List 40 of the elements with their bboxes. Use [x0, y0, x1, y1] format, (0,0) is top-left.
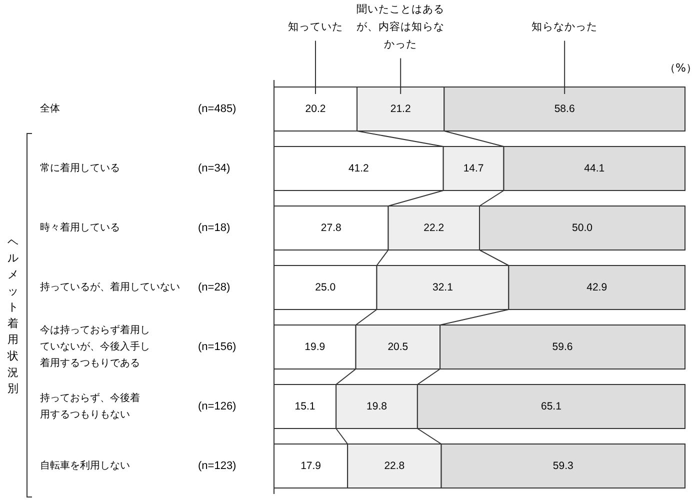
y-tick-label: 自転車を利用しない [40, 460, 130, 472]
y2-tick-label: (n=28) [198, 282, 230, 294]
y2-tick-label: (n=485) [198, 103, 236, 115]
y-tick-label: 時々着用している [40, 222, 120, 234]
data-label: 42.9 [586, 282, 608, 294]
data-label: 59.6 [552, 341, 573, 353]
data-label: 50.0 [572, 222, 593, 234]
data-label: 59.3 [552, 460, 574, 472]
data-label: 25.0 [315, 282, 336, 294]
y-tick-label: 今は持っておらず着用していないが、今後入手し着用するつもりである [40, 324, 150, 369]
data-label: 22.2 [424, 222, 444, 234]
data-label: 44.1 [584, 162, 605, 174]
y-tick-label: 全体 [40, 102, 60, 114]
x-axis-title: （%） [664, 62, 697, 74]
text: 知らなかった [532, 21, 598, 33]
y2-tick-label: (n=34) [198, 162, 230, 174]
data-label: 15.1 [294, 400, 316, 412]
text: 知っていた [288, 21, 344, 33]
y-tick-label: 持っておらず、今後着用するつもりもない [40, 392, 140, 420]
data-label: 65.1 [541, 400, 562, 412]
data-label: 19.8 [366, 400, 388, 412]
y2-tick-label: (n=126) [198, 400, 236, 412]
y2-tick-label: (n=156) [198, 341, 236, 353]
text: 聞いたことはあるが、内容は知らなかった [356, 4, 445, 50]
text: ヘルメット着用状況別 [8, 235, 18, 396]
y-tick-label: 持っているが、着用していない [40, 281, 180, 293]
data-label: 41.2 [348, 162, 370, 174]
data-label: 22.8 [384, 460, 405, 472]
data-label: 27.8 [320, 222, 342, 234]
data-label: 58.6 [554, 103, 575, 115]
data-label: 14.7 [463, 162, 484, 174]
y2-tick-label: (n=18) [198, 222, 230, 234]
data-label: 19.9 [304, 341, 326, 353]
data-label: 21.2 [390, 103, 411, 115]
data-label: 20.2 [305, 103, 326, 115]
data-label: 20.5 [388, 341, 408, 353]
y-tick-label: 常に着用している [40, 162, 120, 174]
y2-tick-label: (n=123) [198, 460, 236, 472]
data-label: 17.9 [300, 460, 322, 472]
data-label: 32.1 [432, 282, 454, 294]
